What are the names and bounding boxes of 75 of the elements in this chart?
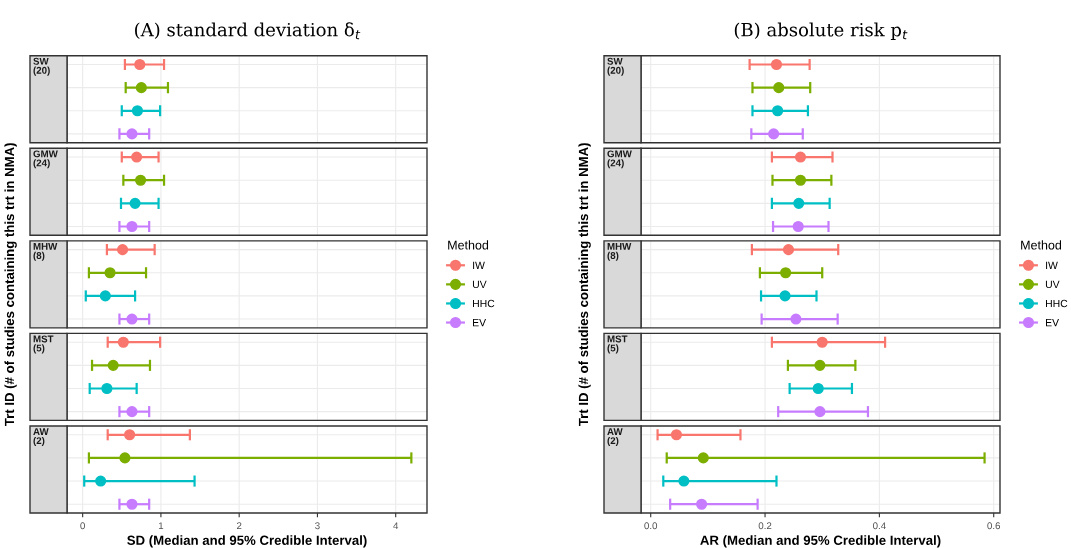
- y-tick-label: SW (20): [33, 57, 50, 76]
- point: [124, 429, 136, 441]
- y-tick-label: AW (2): [33, 428, 49, 446]
- point: [773, 82, 785, 94]
- point: [814, 359, 826, 371]
- point: [816, 336, 828, 348]
- point: [126, 313, 138, 325]
- y-tick-label: MST (5): [33, 335, 54, 354]
- legend-title: Method: [1021, 240, 1062, 250]
- y-axis-title: Trt ID (# of studies containing this trt in NMA): [4, 143, 17, 427]
- x-tick-label: 2: [236, 522, 242, 530]
- x-tick-label: 0: [80, 522, 85, 530]
- point: [104, 267, 116, 279]
- x-tick-label: 0.6: [987, 522, 1001, 530]
- point: [99, 290, 111, 302]
- point: [768, 128, 780, 140]
- y-tick-label: MHW (8): [33, 243, 58, 261]
- legend-label: HHC: [1046, 299, 1068, 308]
- y-tick-label: SW (20): [607, 57, 624, 76]
- point: [101, 382, 113, 395]
- chart-title: (A) standard deviation δ$_{t}$: [135, 22, 361, 40]
- point: [793, 197, 805, 209]
- legend-label: UV: [472, 280, 487, 289]
- point: [782, 244, 795, 256]
- point: [770, 58, 783, 71]
- y-axis-title: Trt ID (# of studies containing this trt in NMA): [578, 143, 591, 427]
- x-tick-label: 0.4: [873, 522, 886, 530]
- x-tick-label: 4: [393, 522, 399, 530]
- point: [794, 151, 807, 163]
- point: [792, 220, 804, 233]
- point: [794, 174, 807, 186]
- legend-title: Method: [448, 240, 489, 250]
- point: [812, 382, 824, 395]
- point: [780, 267, 792, 279]
- point: [779, 290, 791, 302]
- point: [814, 406, 826, 418]
- point: [678, 475, 690, 487]
- y-tick-label: MHW (8): [607, 243, 632, 261]
- x-tick-label: 0.0: [644, 522, 658, 530]
- point: [135, 82, 147, 94]
- point: [772, 105, 784, 117]
- point: [135, 174, 147, 186]
- point: [126, 406, 138, 418]
- y-tick-label: GMW (24): [33, 150, 58, 169]
- legend-label: HHC: [473, 299, 495, 308]
- legend-label: IW: [473, 261, 485, 269]
- point: [126, 128, 138, 140]
- point: [126, 220, 138, 233]
- point: [697, 452, 709, 464]
- point: [670, 429, 682, 441]
- x-tick-label: 1: [158, 522, 164, 530]
- point: [126, 498, 138, 510]
- point: [131, 151, 143, 163]
- x-tick-label: 3: [315, 522, 320, 530]
- legend-label: IW: [1046, 261, 1058, 269]
- point: [134, 58, 146, 71]
- chart-title: (B) absolute risk p$_{t}$: [734, 22, 908, 41]
- point: [107, 359, 119, 371]
- y-tick-label: AW (2): [607, 428, 623, 446]
- x-tick-label: 0.2: [758, 522, 772, 530]
- y-tick-label: MST (5): [607, 335, 628, 354]
- point: [129, 197, 141, 209]
- legend-label: EV: [473, 319, 487, 327]
- legend-label: EV: [1046, 319, 1059, 327]
- point: [790, 313, 802, 325]
- point: [117, 244, 129, 256]
- x-axis-title: AR (Median and 95% Credible Interval): [700, 535, 941, 548]
- x-axis-title: SD (Median and 95% Credible Interval): [127, 535, 367, 548]
- point: [95, 475, 107, 487]
- legend-label: UV: [1045, 280, 1060, 289]
- point: [696, 498, 708, 510]
- point: [119, 452, 131, 464]
- point: [131, 105, 143, 117]
- point: [117, 336, 129, 348]
- y-tick-label: GMW (24): [607, 150, 632, 169]
